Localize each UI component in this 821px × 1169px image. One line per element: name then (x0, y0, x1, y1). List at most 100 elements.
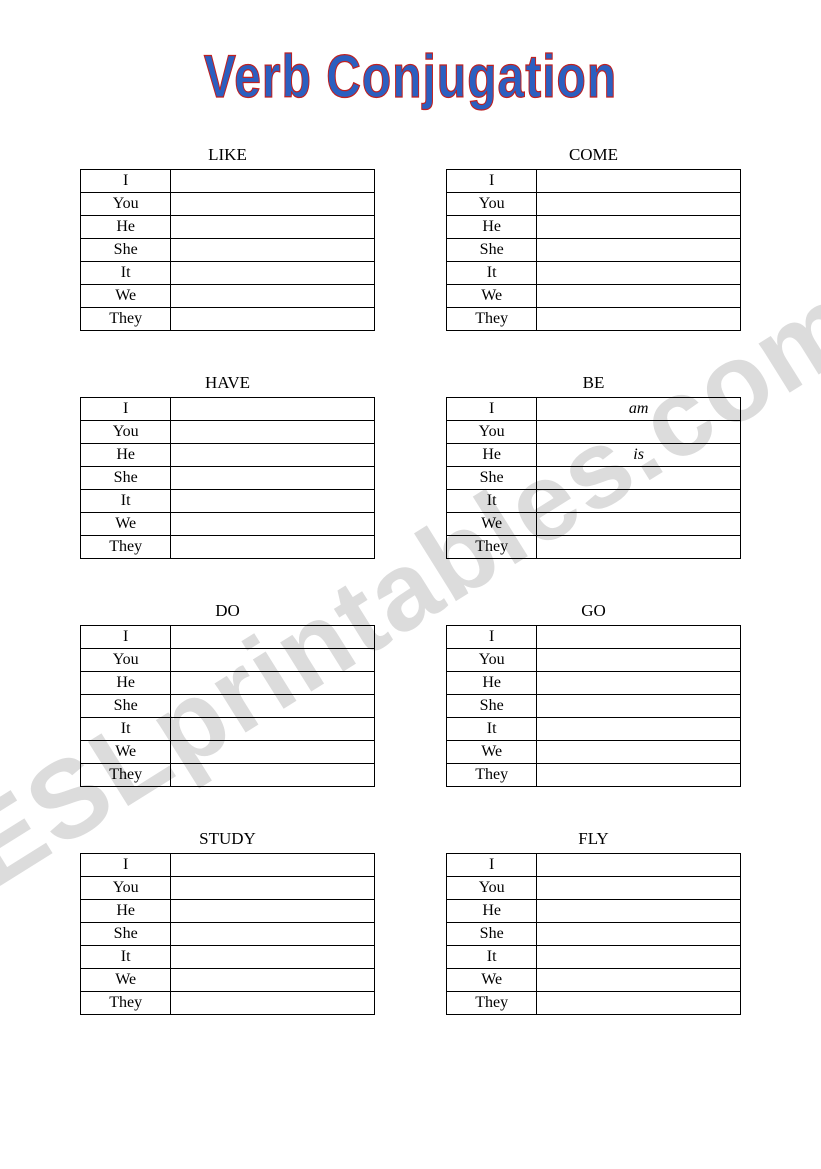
pronoun-cell: You (447, 193, 537, 216)
answer-cell[interactable] (537, 923, 741, 946)
answer-cell[interactable] (171, 900, 375, 923)
answer-cell[interactable] (537, 649, 741, 672)
answer-cell[interactable] (537, 900, 741, 923)
table-row: He (81, 444, 375, 467)
answer-cell[interactable] (537, 216, 741, 239)
conjugation-table: IYouHeSheItWeThey (80, 169, 375, 331)
pronoun-cell: I (81, 854, 171, 877)
table-row: You (81, 877, 375, 900)
pronoun-cell: She (447, 695, 537, 718)
answer-cell[interactable] (171, 718, 375, 741)
answer-cell[interactable] (537, 285, 741, 308)
table-row: It (81, 946, 375, 969)
pronoun-cell: It (81, 946, 171, 969)
table-row: It (447, 490, 741, 513)
answer-cell[interactable] (171, 467, 375, 490)
pronoun-cell: We (81, 513, 171, 536)
answer-cell[interactable] (171, 262, 375, 285)
answer-cell[interactable] (171, 969, 375, 992)
answer-cell[interactable] (171, 216, 375, 239)
pronoun-cell: It (447, 262, 537, 285)
pronoun-cell: You (81, 421, 171, 444)
answer-cell[interactable] (171, 923, 375, 946)
answer-cell[interactable] (537, 490, 741, 513)
pronoun-cell: They (447, 536, 537, 559)
answer-cell[interactable] (171, 877, 375, 900)
answer-cell[interactable] (171, 992, 375, 1015)
table-row: You (447, 649, 741, 672)
verb-header: BE (446, 373, 741, 395)
answer-cell[interactable] (171, 854, 375, 877)
answer-cell[interactable] (537, 764, 741, 787)
answer-cell[interactable]: is (537, 444, 741, 467)
answer-cell[interactable] (537, 467, 741, 490)
pronoun-cell: You (447, 649, 537, 672)
content-area: Verb Conjugation LIKEIYouHeSheItWeTheyCO… (80, 50, 741, 1015)
answer-cell[interactable] (537, 946, 741, 969)
answer-cell[interactable] (171, 649, 375, 672)
answer-cell[interactable] (171, 695, 375, 718)
pronoun-cell: She (447, 239, 537, 262)
pronoun-cell: She (447, 467, 537, 490)
verb-block-go: GOIYouHeSheItWeThey (446, 601, 741, 787)
answer-cell[interactable]: am (537, 398, 741, 421)
table-row: He (447, 216, 741, 239)
pronoun-cell: They (81, 992, 171, 1015)
table-row: She (81, 467, 375, 490)
answer-cell[interactable] (537, 718, 741, 741)
answer-cell[interactable] (537, 877, 741, 900)
answer-cell[interactable] (171, 946, 375, 969)
answer-cell[interactable] (171, 490, 375, 513)
pronoun-cell: They (447, 992, 537, 1015)
pronoun-cell: They (447, 764, 537, 787)
answer-cell[interactable] (171, 513, 375, 536)
answer-cell[interactable] (171, 444, 375, 467)
table-row: It (81, 262, 375, 285)
answer-cell[interactable] (537, 969, 741, 992)
answer-cell[interactable] (171, 239, 375, 262)
table-row: You (447, 421, 741, 444)
answer-cell[interactable] (171, 626, 375, 649)
answer-cell[interactable] (537, 741, 741, 764)
pronoun-cell: She (447, 923, 537, 946)
pronoun-cell: I (81, 626, 171, 649)
pronoun-cell: You (81, 649, 171, 672)
table-row-pair: HAVEIYouHeSheItWeTheyBEIamYouHeisSheItWe… (80, 373, 741, 559)
table-row: She (447, 239, 741, 262)
pronoun-cell: He (81, 672, 171, 695)
answer-cell[interactable] (537, 854, 741, 877)
pronoun-cell: We (447, 741, 537, 764)
answer-cell[interactable] (537, 992, 741, 1015)
answer-cell[interactable] (537, 421, 741, 444)
table-row: We (81, 969, 375, 992)
answer-cell[interactable] (537, 513, 741, 536)
table-row: We (81, 285, 375, 308)
answer-cell[interactable] (171, 285, 375, 308)
answer-cell[interactable] (537, 262, 741, 285)
answer-cell[interactable] (171, 398, 375, 421)
answer-cell[interactable] (537, 308, 741, 331)
answer-cell[interactable] (537, 239, 741, 262)
answer-cell[interactable] (171, 193, 375, 216)
pronoun-cell: We (81, 285, 171, 308)
answer-cell[interactable] (171, 421, 375, 444)
verb-header: GO (446, 601, 741, 623)
answer-cell[interactable] (537, 695, 741, 718)
answer-cell[interactable] (171, 308, 375, 331)
answer-cell[interactable] (537, 672, 741, 695)
answer-cell[interactable] (171, 536, 375, 559)
pronoun-cell: It (81, 490, 171, 513)
table-row: We (81, 741, 375, 764)
answer-cell[interactable] (171, 170, 375, 193)
answer-cell[interactable] (537, 170, 741, 193)
answer-cell[interactable] (537, 536, 741, 559)
answer-cell[interactable] (171, 672, 375, 695)
answer-cell[interactable] (537, 193, 741, 216)
pronoun-cell: We (447, 513, 537, 536)
answer-cell[interactable] (171, 764, 375, 787)
answer-cell[interactable] (537, 626, 741, 649)
table-row: It (447, 946, 741, 969)
verb-header: LIKE (80, 145, 375, 167)
answer-cell[interactable] (171, 741, 375, 764)
table-row: We (447, 513, 741, 536)
